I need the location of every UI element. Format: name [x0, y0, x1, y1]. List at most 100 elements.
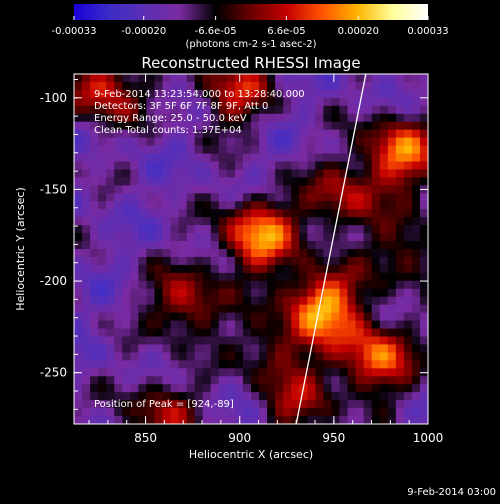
heatmap-cell [122, 74, 131, 83]
heatmap-cell [419, 201, 428, 210]
heatmap-cell [419, 177, 428, 186]
heatmap-cell [242, 312, 252, 322]
heatmap-cell [122, 81, 131, 91]
heatmap-cell [178, 129, 188, 139]
heatmap-cell [403, 344, 413, 354]
heatmap-cell [130, 185, 139, 194]
heatmap-cell [419, 225, 428, 234]
heatmap-cell [275, 217, 284, 226]
x-tick-label: 850 [134, 431, 157, 445]
heatmap-cell [170, 312, 180, 322]
heatmap-cell [138, 161, 148, 171]
heatmap-cell [411, 153, 421, 163]
heatmap-cell [307, 201, 316, 210]
heatmap-cell [387, 121, 397, 131]
heatmap-cell [323, 129, 333, 139]
heatmap-cell [226, 304, 236, 314]
heatmap-cell [371, 161, 381, 171]
heatmap-cell [283, 153, 292, 163]
heatmap-cell [363, 296, 373, 306]
heatmap-cell [339, 185, 349, 194]
heatmap-cell [267, 408, 276, 417]
heatmap-cell [331, 193, 341, 202]
heatmap-cell [146, 161, 156, 171]
heatmap-cell [122, 209, 131, 218]
heatmap-cell [98, 320, 107, 330]
heatmap-cell [323, 416, 333, 424]
heatmap-cell [283, 264, 292, 274]
heatmap-cell [170, 360, 180, 369]
heatmap-cell [98, 89, 107, 99]
heatmap-cell [218, 81, 228, 91]
heatmap-cell [74, 241, 83, 250]
heatmap-cell [186, 408, 196, 417]
heatmap-cell [138, 97, 148, 107]
heatmap-cell [419, 336, 428, 346]
heatmap-cell [106, 384, 115, 393]
heatmap-cell [146, 209, 156, 218]
heatmap-cell [251, 360, 260, 369]
heatmap-cell [202, 145, 212, 155]
heatmap-cell [379, 89, 389, 99]
heatmap-cell [307, 153, 316, 163]
heatmap-cell [419, 233, 428, 242]
heatmap-cell [186, 241, 196, 250]
heatmap-cell [339, 320, 349, 330]
heatmap-cell [379, 368, 389, 377]
heatmap-cell [363, 209, 373, 218]
heatmap-cell [395, 81, 405, 91]
heatmap-cell [114, 392, 123, 401]
heatmap-cell [379, 416, 389, 424]
heatmap-cell [347, 400, 357, 409]
heatmap-cell [122, 129, 131, 139]
heatmap-cell [90, 376, 99, 385]
heatmap-cell [226, 408, 236, 417]
heatmap-cell [291, 129, 300, 139]
heatmap-cell [403, 408, 413, 417]
heatmap-cell [178, 81, 188, 91]
heatmap-cell [194, 209, 204, 218]
heatmap-cell [130, 209, 139, 218]
peak-position-label: Position of Peak = [924,-89] [94, 399, 234, 410]
heatmap-cell [411, 193, 421, 202]
heatmap-cell [267, 256, 276, 266]
heatmap-cell [130, 264, 139, 274]
heatmap-cell [251, 129, 260, 139]
heatmap-cell [186, 336, 196, 346]
heatmap-cell [307, 320, 316, 330]
heatmap-cell [331, 169, 341, 179]
heatmap-cell [138, 105, 148, 115]
heatmap-cell [194, 256, 204, 266]
heatmap-cell [106, 145, 115, 155]
heatmap-cell [267, 113, 276, 123]
heatmap-cell [194, 153, 204, 163]
heatmap-cell [395, 113, 405, 123]
heatmap-cell [234, 209, 244, 218]
heatmap-cell [106, 153, 115, 163]
heatmap-cell [331, 368, 341, 377]
heatmap-cell [194, 344, 204, 354]
heatmap-cell [259, 312, 268, 322]
heatmap-cell [234, 352, 244, 361]
heatmap-cell [186, 169, 196, 179]
heatmap-cell [122, 384, 131, 393]
heatmap-cell [202, 129, 212, 139]
heatmap-cell [106, 249, 115, 258]
colorbar-tick-label: 6.6e-05 [267, 26, 305, 37]
heatmap-cell [210, 272, 220, 282]
heatmap-cell [210, 137, 220, 147]
heatmap-cell [90, 400, 99, 409]
heatmap-cell [194, 328, 204, 338]
heatmap-cell [138, 256, 148, 266]
heatmap-cell [82, 89, 91, 99]
heatmap-cell [194, 360, 204, 369]
heatmap-cell [178, 336, 188, 346]
heatmap-cell [130, 249, 139, 258]
heatmap-cell [82, 336, 91, 346]
heatmap-cell [162, 264, 172, 274]
heatmap-cell [210, 336, 220, 346]
heatmap-cell [291, 376, 300, 385]
heatmap-cell [363, 201, 373, 210]
heatmap-cell [331, 320, 341, 330]
heatmap-cell [259, 241, 268, 250]
